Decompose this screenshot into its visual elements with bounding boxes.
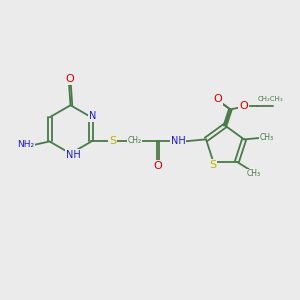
Text: O: O xyxy=(154,160,162,171)
Text: CH₂: CH₂ xyxy=(128,136,142,145)
Text: NH: NH xyxy=(171,136,185,146)
Text: CH₃: CH₃ xyxy=(260,134,274,142)
Text: S: S xyxy=(109,136,116,146)
Text: CH₃: CH₃ xyxy=(247,169,261,178)
Text: CH₂CH₃: CH₂CH₃ xyxy=(257,96,283,102)
Text: S: S xyxy=(209,160,216,170)
Text: N: N xyxy=(89,111,97,121)
Text: O: O xyxy=(213,94,222,104)
Text: O: O xyxy=(65,74,74,84)
Text: NH₂: NH₂ xyxy=(17,140,34,149)
Text: NH: NH xyxy=(66,150,81,160)
Text: O: O xyxy=(239,101,248,111)
